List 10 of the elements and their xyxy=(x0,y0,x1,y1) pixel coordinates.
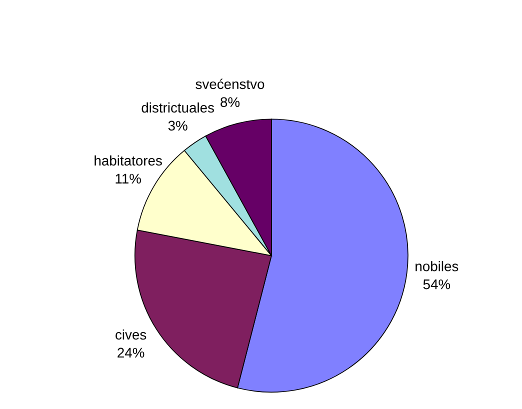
slice-label: nobiles xyxy=(416,261,458,272)
slice-label: cives xyxy=(116,329,146,340)
slice-label: districtuales xyxy=(142,102,214,113)
data-label: 24% xyxy=(118,348,144,358)
data-label: 8% xyxy=(220,97,240,108)
data-label: 3% xyxy=(168,120,188,131)
slice-label: svećenstvo xyxy=(196,78,264,90)
slice-label: habitatores xyxy=(94,155,162,166)
data-label: 54% xyxy=(423,279,450,290)
data-label: 11% xyxy=(116,174,141,184)
